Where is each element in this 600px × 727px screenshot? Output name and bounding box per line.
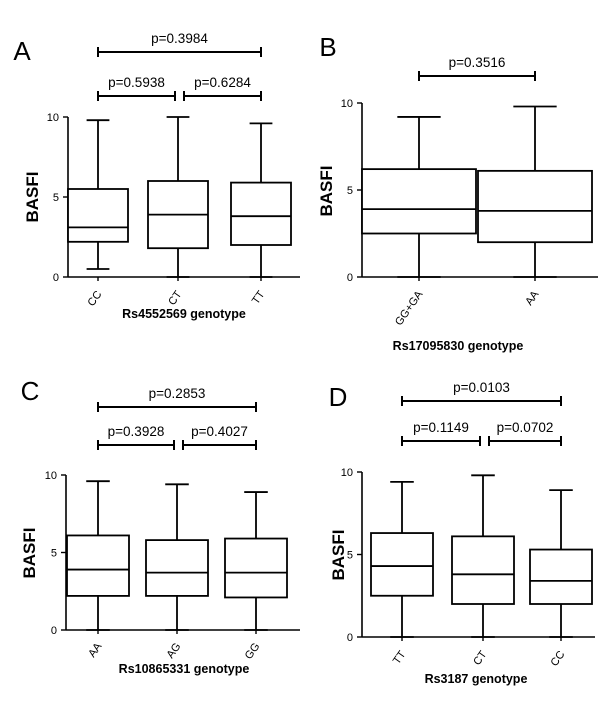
y-axis-title: BASFI xyxy=(23,172,42,223)
p-value-label: p=0.0702 xyxy=(497,420,554,435)
x-axis-title: Rs10865331 genotype xyxy=(119,662,250,676)
comparison-bracket: p=0.3984 xyxy=(97,31,262,57)
iqr-box xyxy=(529,548,593,605)
iqr-box xyxy=(66,534,130,597)
y-tick-label: 0 xyxy=(51,625,57,637)
iqr-box xyxy=(477,169,593,244)
p-value-label: p=0.6284 xyxy=(194,75,251,90)
y-tick-label: 5 xyxy=(347,550,353,562)
y-tick-label: 10 xyxy=(45,470,57,482)
category-label: AA xyxy=(523,288,542,307)
comparison-bracket: p=0.0103 xyxy=(401,380,562,406)
iqr-box xyxy=(370,532,434,597)
iqr-box xyxy=(145,539,209,597)
y-tick-label: 10 xyxy=(47,112,59,124)
box-gg-ga: GG+GA xyxy=(361,116,477,328)
p-value-label: p=0.0103 xyxy=(453,380,510,395)
y-tick-label: 10 xyxy=(341,467,353,479)
panel-c: C 0 5 10 BASFI Rs10865331 genotype AA AG GG p=0.2… xyxy=(20,376,300,676)
comparison-bracket: p=0.4027 xyxy=(182,424,257,450)
category-label: CC xyxy=(549,649,568,669)
y-tick-label: 5 xyxy=(53,192,59,204)
y-tick-label: 0 xyxy=(53,272,59,284)
p-value-label: p=0.1149 xyxy=(413,420,469,435)
comparison-bracket: p=0.0702 xyxy=(488,420,562,446)
p-value-label: p=0.2853 xyxy=(149,386,206,401)
iqr-box xyxy=(230,181,292,246)
category-label: AG xyxy=(165,641,184,661)
y-tick-label: 5 xyxy=(347,185,353,197)
box-gg: GG xyxy=(224,491,288,662)
panel-d: D 0 5 10 BASFI Rs3187 genotype TT CT CC p=0.0103 p… xyxy=(329,380,595,686)
panel-b: B 0 5 10 BASFI Rs17095830 genotype GG+GA AA p=0.… xyxy=(317,32,598,353)
category-label: AA xyxy=(86,640,105,659)
y-axis-title: BASFI xyxy=(20,528,39,579)
panel-letter: A xyxy=(13,36,31,66)
box-ag: AG xyxy=(145,483,209,661)
category-label: GG xyxy=(243,641,263,662)
y-tick-label: 10 xyxy=(341,98,353,110)
category-label: TT xyxy=(391,649,409,667)
x-axis-title: Rs4552569 genotype xyxy=(122,307,246,321)
p-value-label: p=0.5938 xyxy=(108,75,165,90)
category-label: CC xyxy=(86,289,105,309)
category-label: TT xyxy=(250,289,268,307)
iqr-box xyxy=(361,168,477,235)
category-label: CT xyxy=(166,289,184,308)
comparison-bracket: p=0.6284 xyxy=(183,75,262,101)
y-tick-label: 0 xyxy=(347,272,353,284)
iqr-box xyxy=(451,535,515,605)
box-tt: TT xyxy=(230,122,292,307)
y-tick-label: 5 xyxy=(51,548,57,560)
iqr-box xyxy=(67,188,129,243)
x-axis-title: Rs3187 genotype xyxy=(425,672,528,686)
panel-letter: B xyxy=(319,32,336,62)
comparison-bracket: p=0.5938 xyxy=(97,75,176,101)
y-tick-label: 0 xyxy=(347,632,353,644)
p-value-label: p=0.4027 xyxy=(191,424,248,439)
p-value-label: p=0.3984 xyxy=(151,31,208,46)
p-value-label: p=0.3928 xyxy=(108,424,165,439)
box-aa: AA xyxy=(66,480,130,660)
panel-a: A 0 5 10 BASFI Rs4552569 genotype CC CT TT p=0.39… xyxy=(13,31,300,321)
x-axis-title: Rs17095830 genotype xyxy=(393,339,524,353)
y-axis-title: BASFI xyxy=(317,166,336,217)
box-ct: CT xyxy=(451,474,515,668)
box-cc: CC xyxy=(67,119,129,309)
comparison-bracket: p=0.1149 xyxy=(401,420,481,446)
p-value-label: p=0.3516 xyxy=(449,55,506,70)
category-label: CT xyxy=(471,649,489,668)
panel-letter: D xyxy=(329,382,348,412)
box-tt: TT xyxy=(370,480,434,667)
category-label: GG+GA xyxy=(393,288,426,328)
comparison-bracket: p=0.3516 xyxy=(418,55,536,81)
y-axis-title: BASFI xyxy=(329,530,348,581)
box-ct: CT xyxy=(147,116,209,308)
comparison-bracket: p=0.2853 xyxy=(97,386,257,412)
panel-letter: C xyxy=(21,376,40,406)
box-aa: AA xyxy=(477,105,593,308)
box-cc: CC xyxy=(529,489,593,669)
comparison-bracket: p=0.3928 xyxy=(97,424,175,450)
iqr-box xyxy=(224,537,288,599)
